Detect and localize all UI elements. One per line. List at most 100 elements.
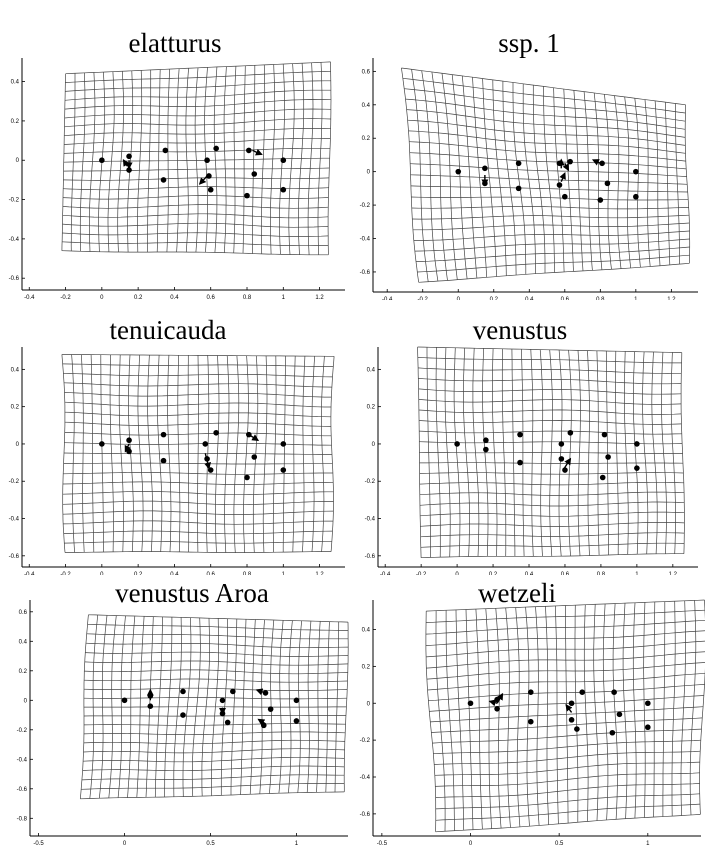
displacement-arrow: [124, 443, 132, 453]
y-tick-label: 0.6: [19, 610, 28, 616]
panel-venustus: venustus -0.4 -0.2 0 0.2 0.4 0.6 0.8 1 1.2 0.4 0.2 0…: [353, 305, 705, 575]
x-tick-label: 0.5: [206, 841, 215, 847]
landmark-point: [616, 711, 623, 718]
x-tick-label: 0.4: [170, 572, 179, 575]
x-tick-label: 0.8: [243, 572, 252, 575]
panel-title: venustus: [472, 315, 568, 345]
warp-plot: -0.4 -0.2 0 0.2 0.4 0.6 0.8 1 1.2 0.4 0.2 0 -0.2 -0.4…: [365, 346, 698, 575]
landmark-point: [558, 441, 565, 447]
y-tick-label: -0.6: [360, 812, 371, 818]
landmark-point: [224, 719, 231, 726]
panel-elatturus: elatturus -0.4 -0.2 0 0.2 0.4 0.6 0.8 1 1.2 0.4 0.2…: [0, 0, 352, 300]
landmark-point: [230, 688, 236, 695]
landmark-point: [633, 168, 639, 175]
landmark-point: [605, 454, 611, 460]
panel-ssp1: ssp. 1 -0.4 -0.2 0 0.2 0.4 0.6 0.8 1 1.2 0.6 0.4 0.2…: [353, 0, 705, 300]
x-tick-label: -0.4: [24, 572, 35, 575]
landmark-point: [517, 431, 523, 438]
y-tick-label: -0.4: [360, 237, 371, 243]
warp-plot: -0.4 -0.2 0 0.2 0.4 0.6 0.8 1 1.2 0.4 0.2 0 -0.2 -0.4…: [9, 58, 345, 300]
x-tick-label: 1: [635, 572, 639, 575]
y-tick-label: 0.6: [362, 69, 371, 75]
y-tick-label: 0.4: [11, 367, 20, 373]
x-tick-label: 1.2: [669, 572, 678, 575]
x-tick-label: 1: [646, 841, 650, 847]
landmark-point: [99, 157, 105, 164]
landmark-point: [246, 147, 252, 154]
landmark-point: [515, 160, 522, 167]
landmark-point: [180, 688, 186, 695]
deformation-grid: [79, 614, 349, 800]
x-tick-label: -0.5: [33, 841, 44, 847]
landmark-point: [162, 147, 169, 154]
landmark-point: [293, 718, 300, 724]
y-tick-label: -0.2: [360, 203, 371, 209]
landmark-point: [597, 197, 604, 203]
y-tick-label: 0.4: [362, 628, 371, 634]
panel-title: wetzeli: [478, 578, 556, 608]
y-tick-label: 0.2: [362, 664, 371, 670]
panel-title: ssp. 1: [498, 28, 560, 58]
x-tick-label: 0.4: [525, 297, 534, 300]
landmark-point: [147, 693, 154, 699]
y-tick-label: 0.4: [362, 103, 371, 109]
x-tick-label: 0.5: [555, 841, 564, 847]
landmark-point: [556, 182, 563, 188]
x-tick-label: 0.6: [561, 297, 570, 300]
landmark-point: [160, 431, 167, 438]
landmark-point: [562, 193, 568, 200]
displacement-arrow: [252, 148, 263, 156]
landmark-point: [147, 703, 154, 709]
x-tick-label: 1.2: [315, 295, 324, 300]
landmark-point: [267, 706, 274, 712]
landmark-point: [244, 474, 250, 481]
landmark-point: [599, 160, 605, 167]
landmark-point: [121, 697, 128, 704]
landmark-point: [568, 717, 575, 723]
y-tick-label: 0.4: [367, 367, 376, 373]
x-tick-label: 0: [457, 297, 461, 300]
landmark-point: [482, 165, 488, 172]
y-tick-label: -0.6: [9, 554, 20, 560]
y-tick-label: 0: [16, 158, 20, 164]
x-tick-label: 1: [282, 572, 286, 575]
panel-title: elatturus: [128, 28, 222, 58]
landmark-point: [609, 729, 616, 736]
landmark-point: [206, 173, 212, 179]
landmark-point: [634, 465, 640, 471]
y-tick-label: 0: [24, 698, 28, 704]
landmark-point: [455, 168, 462, 175]
panel-title: venustus Aroa: [115, 578, 269, 608]
x-tick-label: 1: [282, 295, 286, 300]
landmark-point: [579, 689, 586, 695]
landmark-point: [483, 446, 489, 453]
landmark-point: [202, 441, 209, 447]
y-tick-label: -0.4: [9, 237, 20, 243]
deformation-grid: [61, 354, 335, 553]
landmark-point: [207, 467, 214, 473]
landmark-point: [527, 718, 534, 725]
landmark-point: [160, 177, 167, 183]
x-tick-label: 0: [469, 841, 473, 847]
landmark-point: [204, 456, 210, 462]
y-tick-label: -0.2: [17, 728, 28, 734]
landmark-point: [494, 705, 500, 712]
landmark-point: [99, 441, 105, 447]
landmark-point: [604, 180, 611, 187]
landmark-point: [611, 689, 617, 695]
landmark-point: [567, 429, 574, 436]
landmark-point: [126, 448, 132, 455]
landmark-point: [180, 712, 186, 718]
x-tick-label: -0.5: [377, 841, 388, 847]
x-tick-label: 0.2: [134, 572, 143, 575]
x-tick-label: 0.4: [525, 572, 534, 575]
warp-plot: -0.4 -0.2 0 0.2 0.4 0.6 0.8 1 1.2 0.6 0.4 0.2 0 -0.2 -…: [360, 58, 698, 300]
warp-plot: -0.500.511.50.40.20-0.2-0.4-0.6: [360, 599, 705, 847]
y-tick-label: -0.4: [360, 775, 371, 781]
y-tick-label: 0.2: [362, 136, 371, 142]
displacement-arrow: [562, 162, 570, 172]
landmark-point: [634, 441, 640, 447]
x-tick-label: 1: [295, 841, 299, 847]
y-tick-label: 0.4: [19, 639, 28, 645]
x-tick-label: 0.8: [597, 572, 606, 575]
